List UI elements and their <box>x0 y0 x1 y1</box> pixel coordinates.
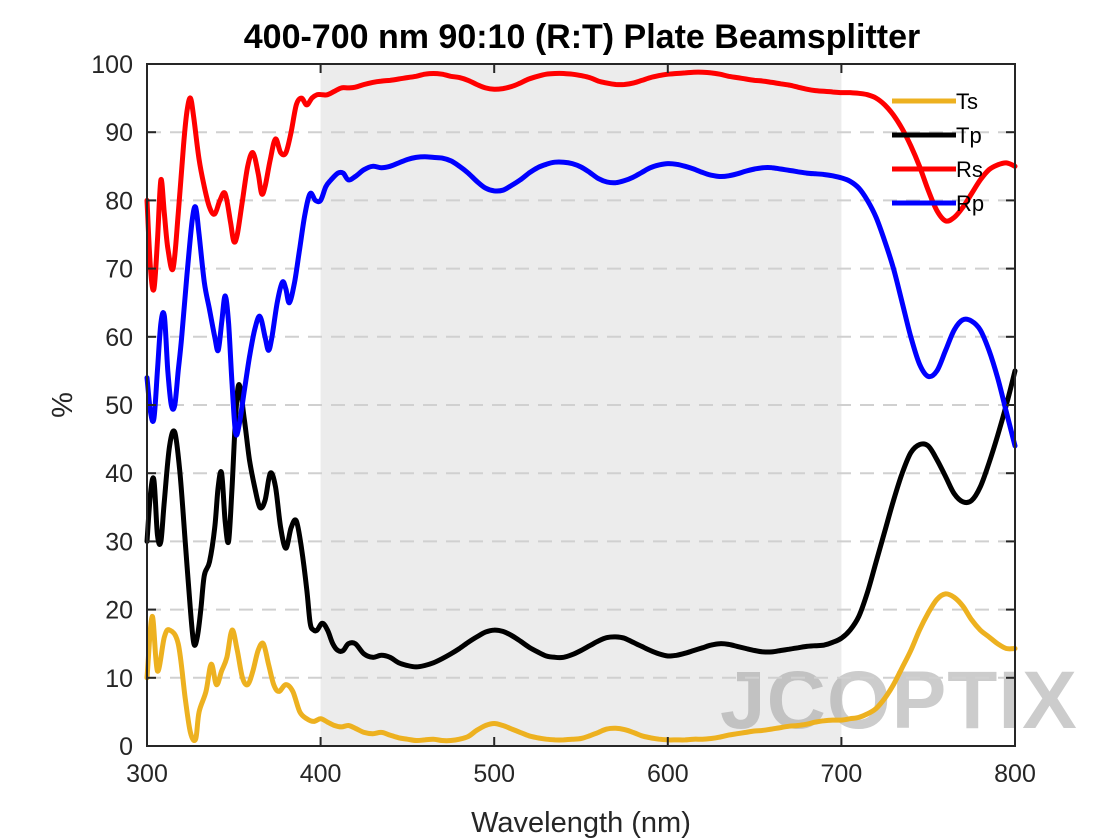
gridlines <box>147 131 1015 679</box>
legend-label-tp: Tp <box>956 123 982 148</box>
chart-title: 400-700 nm 90:10 (R:T) Plate Beamsplitte… <box>244 18 920 56</box>
legend: Ts Tp Rs Rp <box>892 89 984 216</box>
legend-label-ts: Ts <box>956 89 978 114</box>
series-lines <box>144 69 1018 744</box>
x-axis-label: Wavelength (nm) <box>471 807 691 839</box>
x-axis-ticks: 300 400 500 600 700 800 <box>126 64 1036 788</box>
y-tick-label: 0 <box>119 733 133 761</box>
series-line-rp <box>144 154 1018 449</box>
y-tick-label: 60 <box>105 324 133 352</box>
y-tick-label: 30 <box>105 528 133 556</box>
legend-label-rs: Rs <box>956 157 983 182</box>
y-tick-label: 100 <box>91 51 133 79</box>
y-tick-label: 20 <box>105 597 133 625</box>
series-line-ts <box>144 591 1018 744</box>
y-tick-label: 40 <box>105 460 133 488</box>
y-tick-label: 70 <box>105 256 133 284</box>
x-tick-label: 300 <box>126 760 168 788</box>
y-tick-label: 10 <box>105 665 133 693</box>
x-tick-label: 400 <box>300 760 342 788</box>
y-tick-label: 90 <box>105 119 133 147</box>
legend-label-rp: Rp <box>956 191 984 216</box>
x-tick-label: 600 <box>647 760 689 788</box>
y-axis-ticks: 0 10 20 30 40 50 60 70 80 90 100 <box>91 51 1015 761</box>
x-tick-label: 800 <box>994 760 1036 788</box>
y-axis-label: % <box>47 392 79 418</box>
y-tick-label: 80 <box>105 187 133 215</box>
series-line-rs <box>144 69 1018 293</box>
x-tick-label: 700 <box>821 760 863 788</box>
y-tick-label: 50 <box>105 392 133 420</box>
x-tick-label: 500 <box>473 760 515 788</box>
series-line-tp <box>144 368 1018 670</box>
